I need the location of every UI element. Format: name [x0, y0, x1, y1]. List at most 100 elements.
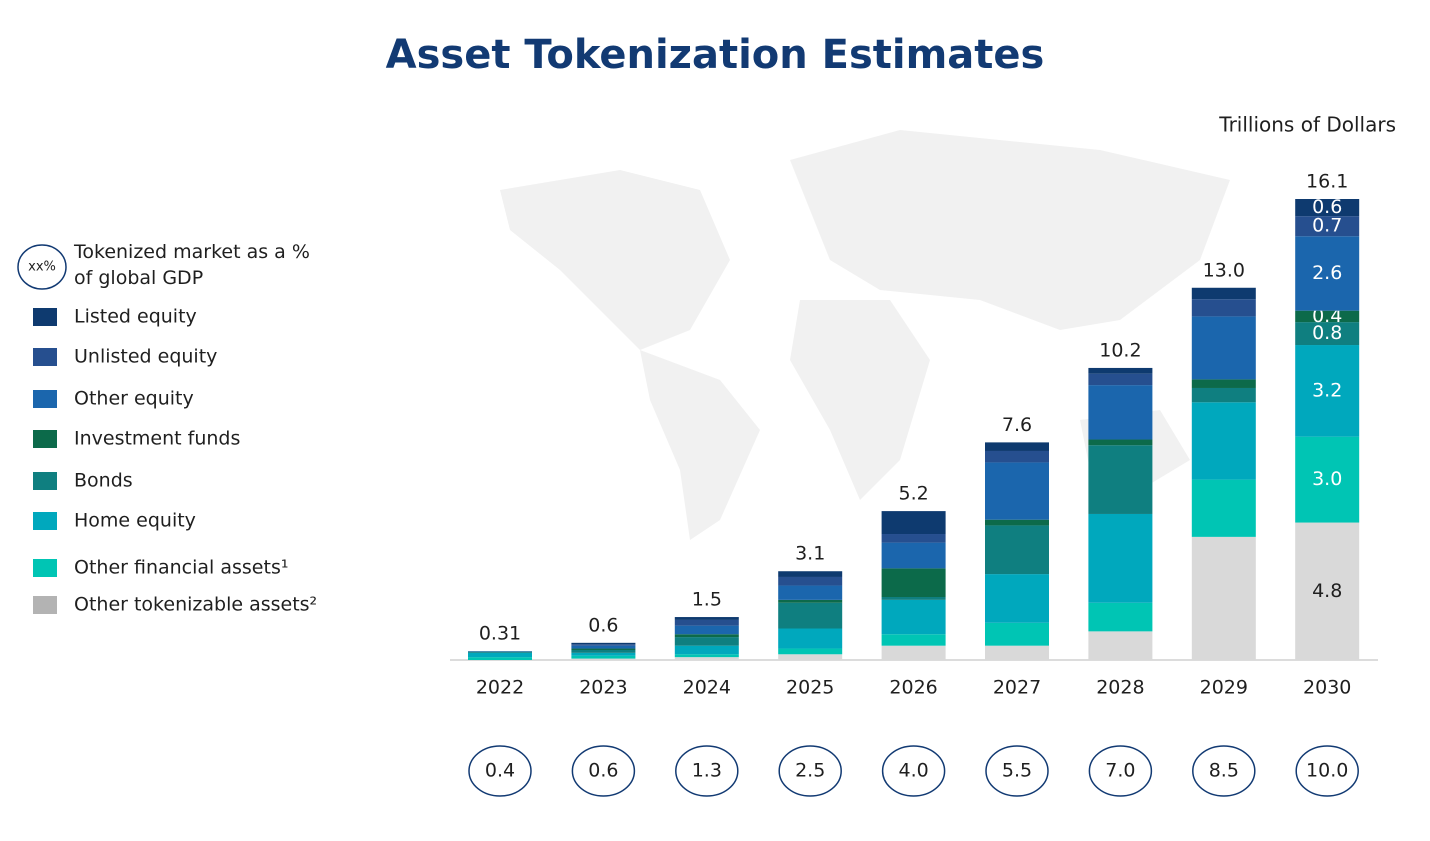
bar-segment [571, 644, 636, 646]
legend-swatch [33, 596, 57, 614]
gdp-label: 5.5 [1002, 760, 1032, 782]
bar-segment [1191, 379, 1256, 388]
bar-segment [1088, 631, 1153, 660]
segment-label: 0.7 [1312, 215, 1342, 237]
bar-segment [985, 525, 1049, 575]
gdp-label: 10.0 [1306, 760, 1348, 782]
gdp-circle [881, 745, 946, 797]
segment-label: 0.8 [1312, 322, 1342, 344]
bar-segment [1191, 387, 1256, 403]
bar-segment [881, 542, 946, 569]
bar-segment [571, 642, 636, 645]
bar-segment [571, 655, 636, 659]
total-label: 0.6 [588, 614, 618, 636]
bar-segment [881, 599, 946, 635]
x-tick-label: 2029 [1200, 677, 1248, 699]
bar-segment [778, 571, 843, 577]
legend-swatch [33, 472, 57, 490]
bar-segment [881, 511, 946, 535]
bar-segment [1191, 299, 1256, 317]
bar-segment [881, 597, 946, 600]
bar-segment [674, 619, 739, 626]
bar-segment [674, 625, 739, 635]
x-tick-label: 2027 [993, 677, 1041, 699]
bar-segment [674, 617, 739, 620]
bar-segment [881, 568, 946, 598]
gdp-label: 4.0 [898, 760, 928, 782]
bar-segment [571, 658, 636, 660]
gdp-label: 1.3 [692, 760, 722, 782]
bar-segment [881, 645, 946, 660]
bar-segment [881, 634, 946, 646]
x-tick-label: 2022 [476, 677, 524, 699]
bar-segment [778, 628, 843, 649]
total-label: 5.2 [898, 483, 928, 505]
bar-segment [1191, 479, 1256, 537]
x-tick-label: 2024 [683, 677, 731, 699]
segment-label: 0.6 [1312, 196, 1342, 218]
gdp-circle [1295, 745, 1359, 797]
bar-segment [1295, 522, 1360, 660]
bar-segment [674, 654, 739, 658]
legend-swatch [33, 308, 57, 326]
bar-segment [778, 576, 843, 586]
x-tick-label: 2026 [889, 677, 937, 699]
total-label: 13.0 [1203, 259, 1245, 281]
bar-segment [1295, 322, 1360, 346]
legend-label: Other tokenizable assets² [74, 594, 317, 616]
segment-label: 4.8 [1312, 580, 1342, 602]
segment-label: 2.6 [1312, 262, 1342, 284]
bar-segment [881, 534, 946, 543]
bar-segment [778, 654, 843, 660]
segment-label: 3.2 [1312, 379, 1342, 401]
bar-segment [985, 574, 1049, 623]
bar-segment [778, 599, 843, 603]
unit-label: Trillions of Dollars [1218, 113, 1396, 137]
gdp-label: 0.4 [485, 760, 515, 782]
bar-segment [985, 462, 1049, 520]
bar-segment [1088, 373, 1153, 386]
bar-segment [571, 649, 636, 653]
total-label: 3.1 [795, 543, 825, 565]
bar-segment [1191, 316, 1256, 380]
gdp-label: 2.5 [795, 760, 825, 782]
bar-segment [674, 657, 739, 660]
bar-segment [1088, 445, 1153, 514]
legend-label: Bonds [74, 470, 133, 492]
gdp-circle [468, 745, 532, 797]
gdp-circle [985, 745, 1049, 797]
gdp-label: 8.5 [1209, 760, 1239, 782]
bar-segment [1088, 385, 1153, 440]
gdp-label: 0.6 [588, 760, 618, 782]
bar-segment [985, 450, 1049, 463]
legend-swatch [33, 430, 57, 448]
total-label: 16.1 [1306, 171, 1348, 193]
gdp-label: 7.0 [1105, 760, 1135, 782]
bar-segment [571, 645, 636, 649]
bar-segment [1088, 602, 1153, 632]
bar-segment [1295, 345, 1360, 437]
gdp-circle [571, 745, 636, 797]
bar-segment [1295, 236, 1360, 311]
legend-label: Other equity [74, 388, 194, 410]
total-label: 10.2 [1099, 339, 1141, 361]
bar-segment [1295, 310, 1360, 323]
bar-segment [468, 657, 532, 660]
bar-segment [1295, 199, 1360, 217]
bar-segment [1295, 216, 1360, 237]
bar-segment [674, 645, 739, 655]
bar-segment [468, 651, 532, 652]
bar-segment [1191, 536, 1256, 660]
legend-label: Home equity [74, 510, 196, 532]
legend-swatch [33, 348, 57, 366]
bar-segment [778, 648, 843, 655]
x-tick-label: 2023 [579, 677, 627, 699]
bar-segment [985, 645, 1049, 660]
bar-segment [1191, 402, 1256, 480]
bar-segment [468, 651, 532, 653]
gdp-legend-text: Tokenized market as a % of global GDP [74, 241, 310, 289]
gdp-legend-marker-text: xx% [28, 260, 56, 275]
legend-label: Investment funds [74, 428, 240, 450]
